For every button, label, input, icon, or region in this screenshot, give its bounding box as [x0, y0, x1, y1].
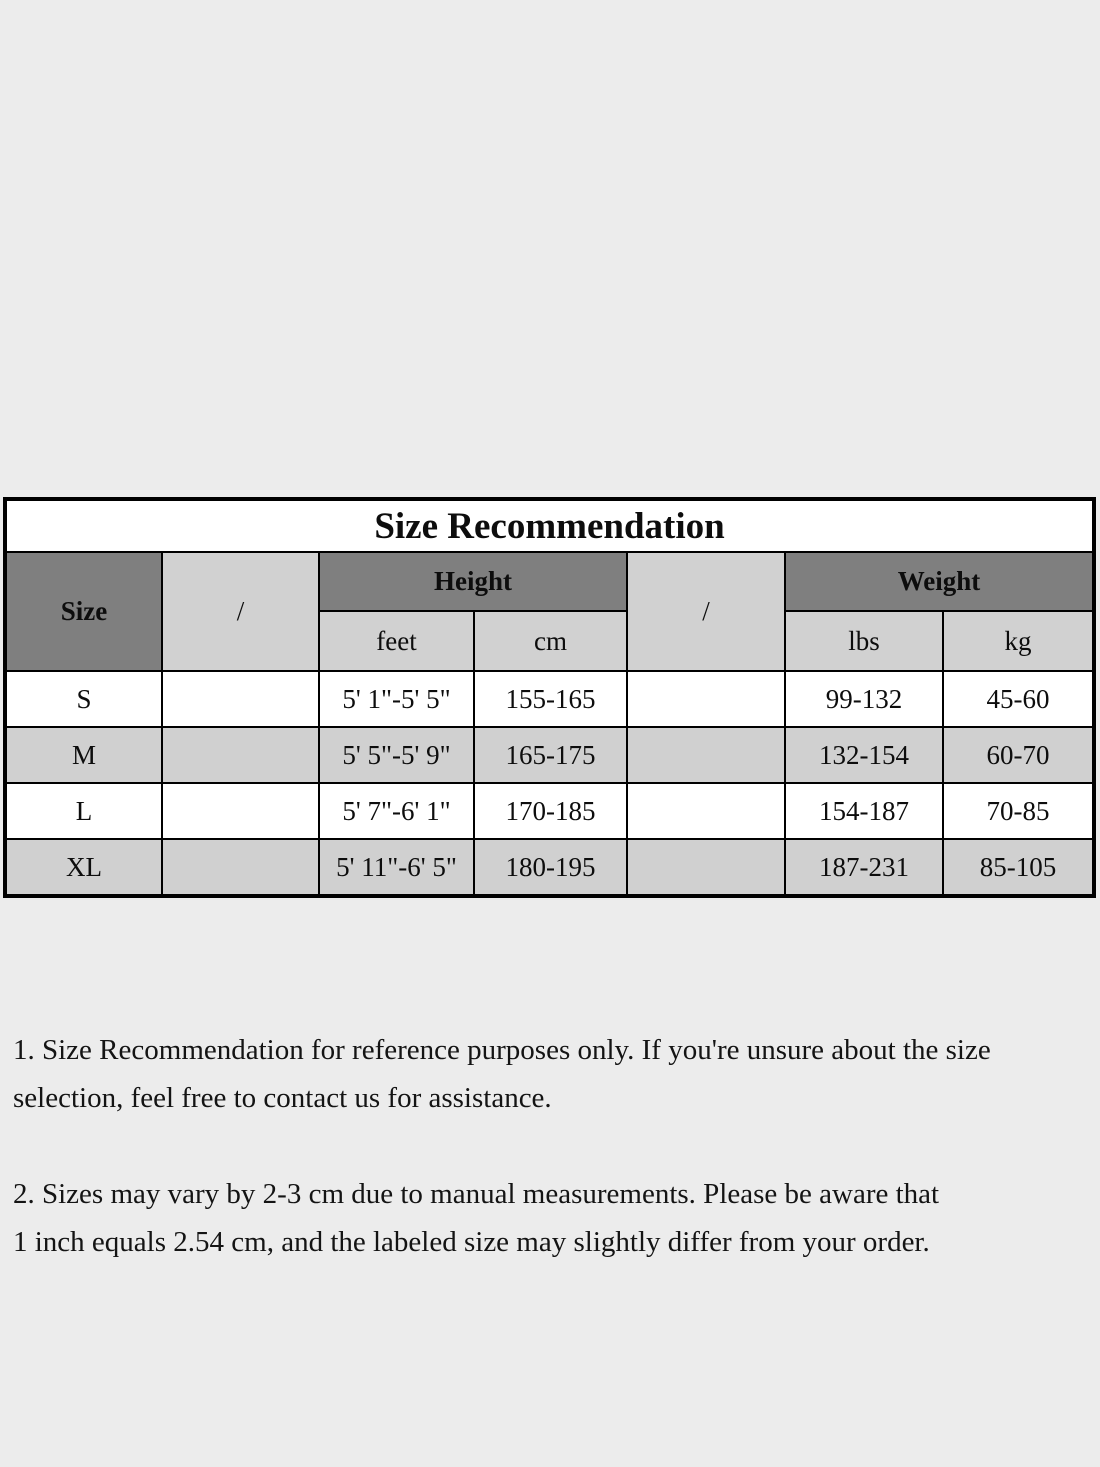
- footnotes: 1. Size Recommendation for reference pur…: [13, 1026, 1091, 1314]
- table-header-row-2: feet cm lbs kg: [5, 610, 1096, 672]
- height-cm-cell: 165-175: [473, 726, 628, 784]
- table-title: Size Recommendation: [3, 498, 1096, 553]
- empty-cell: [161, 782, 320, 840]
- footnote-1: 1. Size Recommendation for reference pur…: [13, 1034, 991, 1114]
- table-row-l: L 5' 7"-6' 1" 170-185 154-187 70-85: [4, 782, 1096, 840]
- weight-kg-cell: 85-105: [941, 838, 1096, 897]
- empty-cell: [626, 726, 786, 784]
- table-header-row-1: Size / Height / Weight: [4, 551, 1096, 672]
- height-feet-cell: 5' 11"-6' 5": [318, 838, 475, 897]
- table-title-row: Size Recommendation: [3, 498, 1096, 553]
- height-cm-cell: 155-165: [473, 670, 628, 728]
- empty-cell: [161, 670, 320, 728]
- col-header-slash-2: /: [626, 551, 786, 672]
- empty-cell: [626, 670, 786, 728]
- height-cm-cell: 170-185: [473, 782, 628, 840]
- col-header-height: Height: [318, 551, 628, 612]
- size-cell: S: [4, 670, 163, 728]
- col-header-size: Size: [4, 551, 163, 672]
- table-row-xl: XL 5' 11"-6' 5" 180-195 187-231 85-105: [4, 838, 1096, 897]
- weight-lbs-cell: 99-132: [784, 670, 944, 728]
- footnote-2: 2. Sizes may vary by 2-3 cm due to manua…: [13, 1178, 940, 1258]
- col-header-lbs: lbs: [784, 610, 944, 672]
- size-cell: M: [4, 726, 163, 784]
- col-header-weight: Weight: [783, 551, 1096, 612]
- empty-cell: [161, 838, 320, 897]
- weight-kg-cell: 45-60: [941, 670, 1096, 728]
- size-recommendation-table: Size Recommendation Size / Height / Weig…: [3, 497, 1097, 898]
- size-chart: Size Recommendation Size / Height / Weig…: [3, 497, 1097, 898]
- col-header-slash-1: /: [161, 551, 320, 672]
- height-cm-cell: 180-195: [473, 838, 628, 897]
- height-feet-cell: 5' 1"-5' 5": [318, 670, 475, 728]
- weight-lbs-cell: 187-231: [784, 838, 944, 897]
- height-feet-cell: 5' 7"-6' 1": [318, 782, 475, 840]
- col-header-feet: feet: [318, 610, 475, 672]
- weight-kg-cell: 60-70: [941, 726, 1096, 784]
- col-header-kg: kg: [941, 610, 1096, 672]
- height-feet-cell: 5' 5"-5' 9": [318, 726, 475, 784]
- col-header-cm: cm: [473, 610, 628, 672]
- size-cell: L: [4, 782, 163, 840]
- table-row-s: S 5' 1"-5' 5" 155-165 99-132 45-60: [4, 670, 1096, 728]
- empty-cell: [626, 782, 786, 840]
- weight-lbs-cell: 154-187: [784, 782, 944, 840]
- empty-cell: [626, 838, 786, 897]
- size-cell: XL: [4, 838, 163, 897]
- empty-cell: [161, 726, 320, 784]
- weight-lbs-cell: 132-154: [784, 726, 944, 784]
- weight-kg-cell: 70-85: [941, 782, 1096, 840]
- table-row-m: M 5' 5"-5' 9" 165-175 132-154 60-70: [4, 726, 1096, 784]
